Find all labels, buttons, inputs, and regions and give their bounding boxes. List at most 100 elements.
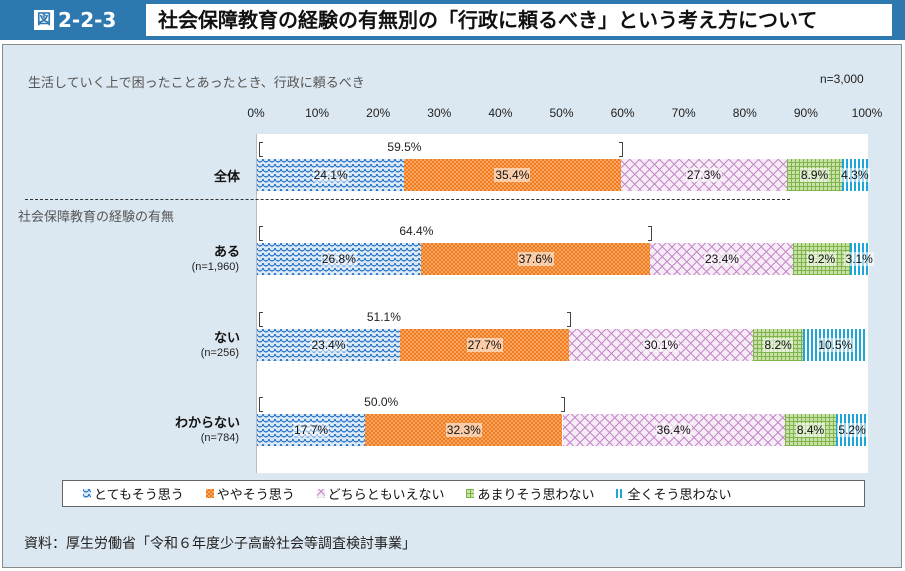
bar-segment: 27.3% [620, 159, 788, 191]
data-label: 30.1% [643, 338, 680, 352]
bracket-left [259, 142, 263, 157]
legend-item: あまりそう思わない [466, 484, 594, 503]
data-label: 32.3% [445, 423, 482, 437]
data-label: 3.1% [844, 252, 874, 266]
x-tick-label: 80% [732, 106, 757, 120]
group-label: 社会保障教育の経験の有無 [18, 210, 175, 225]
bracket-right [618, 142, 623, 157]
stacked-bar: 26.8% 37.6% 23.4% 9.2% 3.1% [257, 243, 874, 275]
legend-swatch-icon [205, 489, 214, 498]
category-label: 全体 [213, 170, 240, 185]
bar-segment: 24.1% [257, 159, 405, 191]
bar-segment: 8.4% [784, 414, 837, 446]
data-label: 9.2% [806, 252, 837, 266]
legend-swatch-icon [83, 489, 91, 498]
x-tick-label: 100% [851, 106, 883, 120]
data-label: 17.7% [293, 423, 330, 437]
bar-segment: 37.6% [420, 243, 651, 275]
bracket-left [259, 226, 263, 241]
bar-segment: 30.1% [569, 329, 754, 361]
category-sample-size: (n=784) [200, 432, 239, 444]
x-tick-label: 90% [793, 106, 818, 120]
bracket-right [648, 226, 653, 241]
data-label: 5.2% [837, 423, 867, 437]
data-label: 23.4% [703, 252, 740, 266]
separator-dashed-line [25, 199, 790, 200]
chart-title: 社会保障教育の経験の有無別の「行政に頼るべき」という考え方について [146, 4, 892, 36]
bar-segment: 8.2% [753, 329, 804, 361]
data-label: 37.6% [517, 252, 554, 266]
category-sample-size: (n=256) [200, 347, 239, 359]
data-label: 27.3% [685, 168, 722, 182]
bar-segment: 8.9% [787, 159, 842, 191]
figure-number-badge: 図 2-2-3 [34, 5, 116, 35]
bracket-total-label: 59.5% [387, 140, 422, 154]
sample-total: n=3,000 [820, 72, 864, 86]
data-label: 4.3% [840, 168, 870, 182]
plot-area: 59.5% 24.1% 35.4% 27.3% 8.9% 4.3% 64.4% 26.8% 37… [256, 134, 874, 473]
figure-prefix: 図 [34, 10, 54, 30]
legend-item: とてもそう思う [83, 484, 184, 503]
category-label: わからない [174, 416, 240, 431]
data-label: 8.9% [799, 168, 830, 182]
stacked-bar: 23.4% 27.7% 30.1% 8.2% 10.5% [257, 329, 868, 361]
legend-label: あまりそう思わない [477, 488, 595, 503]
data-label: 35.4% [494, 168, 531, 182]
legend-label: とてもそう思う [94, 488, 184, 503]
data-label: 36.4% [655, 423, 692, 437]
data-label: 27.7% [466, 338, 503, 352]
category-label: ない [213, 331, 240, 346]
figure-number: 2-2-3 [58, 8, 117, 32]
data-label: 8.4% [795, 423, 826, 437]
legend-label: ややそう思う [216, 488, 295, 503]
category-label: ある [213, 245, 240, 260]
bracket-total-label: 64.4% [399, 224, 434, 238]
bar-segment: 4.3% [840, 159, 870, 191]
bar-segment: 10.5% [803, 329, 868, 361]
source-note: 資料：厚生労働省「令和６年度少子高齢社会等調査検討事業」 [24, 536, 416, 552]
stacked-bar: 17.7% 32.3% 36.4% 8.4% 5.2% [257, 414, 868, 446]
bracket-left [259, 397, 263, 412]
agree-total-bracket: 59.5% [259, 140, 623, 157]
bar-segment: 23.4% [257, 329, 400, 361]
agree-total-bracket: 64.4% [259, 224, 653, 241]
bracket-right [567, 312, 572, 327]
bar-segment: 27.7% [399, 329, 570, 361]
bracket-right [560, 397, 565, 412]
legend-item: ややそう思う [205, 484, 295, 503]
bracket-total-label: 51.1% [366, 310, 401, 324]
x-tick-label: 20% [366, 106, 391, 120]
x-tick-label: 0% [247, 106, 265, 120]
bar-segment: 36.4% [562, 414, 785, 446]
x-tick-label: 30% [427, 106, 452, 120]
bar-segment: 5.2% [836, 414, 868, 446]
bar-segment: 23.4% [650, 243, 794, 275]
data-label: 10.5% [817, 338, 854, 352]
x-tick-label: 70% [671, 106, 696, 120]
data-label: 23.4% [310, 338, 347, 352]
x-tick-label: 40% [488, 106, 513, 120]
bar-segment: 17.7% [257, 414, 366, 446]
data-label: 26.8% [320, 252, 357, 266]
bar-segment: 26.8% [257, 243, 421, 275]
legend-label: 全くそう思わない [627, 488, 732, 503]
legend-label: どちらともいえない [327, 488, 445, 503]
x-tick-label: 10% [305, 106, 330, 120]
bar-segment: 32.3% [365, 414, 563, 446]
legend-item: どちらともいえない [316, 484, 445, 503]
x-tick-label: 60% [610, 106, 635, 120]
figure-header: 図 2-2-3 社会保障教育の経験の有無別の「行政に頼るべき」という考え方につい… [0, 0, 905, 40]
bracket-total-label: 50.0% [364, 395, 399, 409]
agree-total-bracket: 50.0% [259, 395, 565, 412]
data-label: 8.2% [763, 338, 793, 352]
data-label: 24.1% [312, 168, 349, 182]
category-sample-size: (n=1,960) [191, 261, 239, 273]
x-tick-label: 50% [549, 106, 574, 120]
question-text: 生活していく上で困ったことあったとき、行政に頼るべき [28, 76, 365, 91]
agree-total-bracket: 51.1% [259, 310, 572, 327]
bracket-left [259, 312, 263, 327]
bar-segment: 9.2% [793, 243, 850, 275]
legend: とてもそう思う ややそう思う どちらともいえない あまりそう思わない 全くそう思わない [62, 480, 865, 507]
legend-swatch-icon [316, 489, 325, 498]
bar-segment: 3.1% [844, 243, 874, 275]
